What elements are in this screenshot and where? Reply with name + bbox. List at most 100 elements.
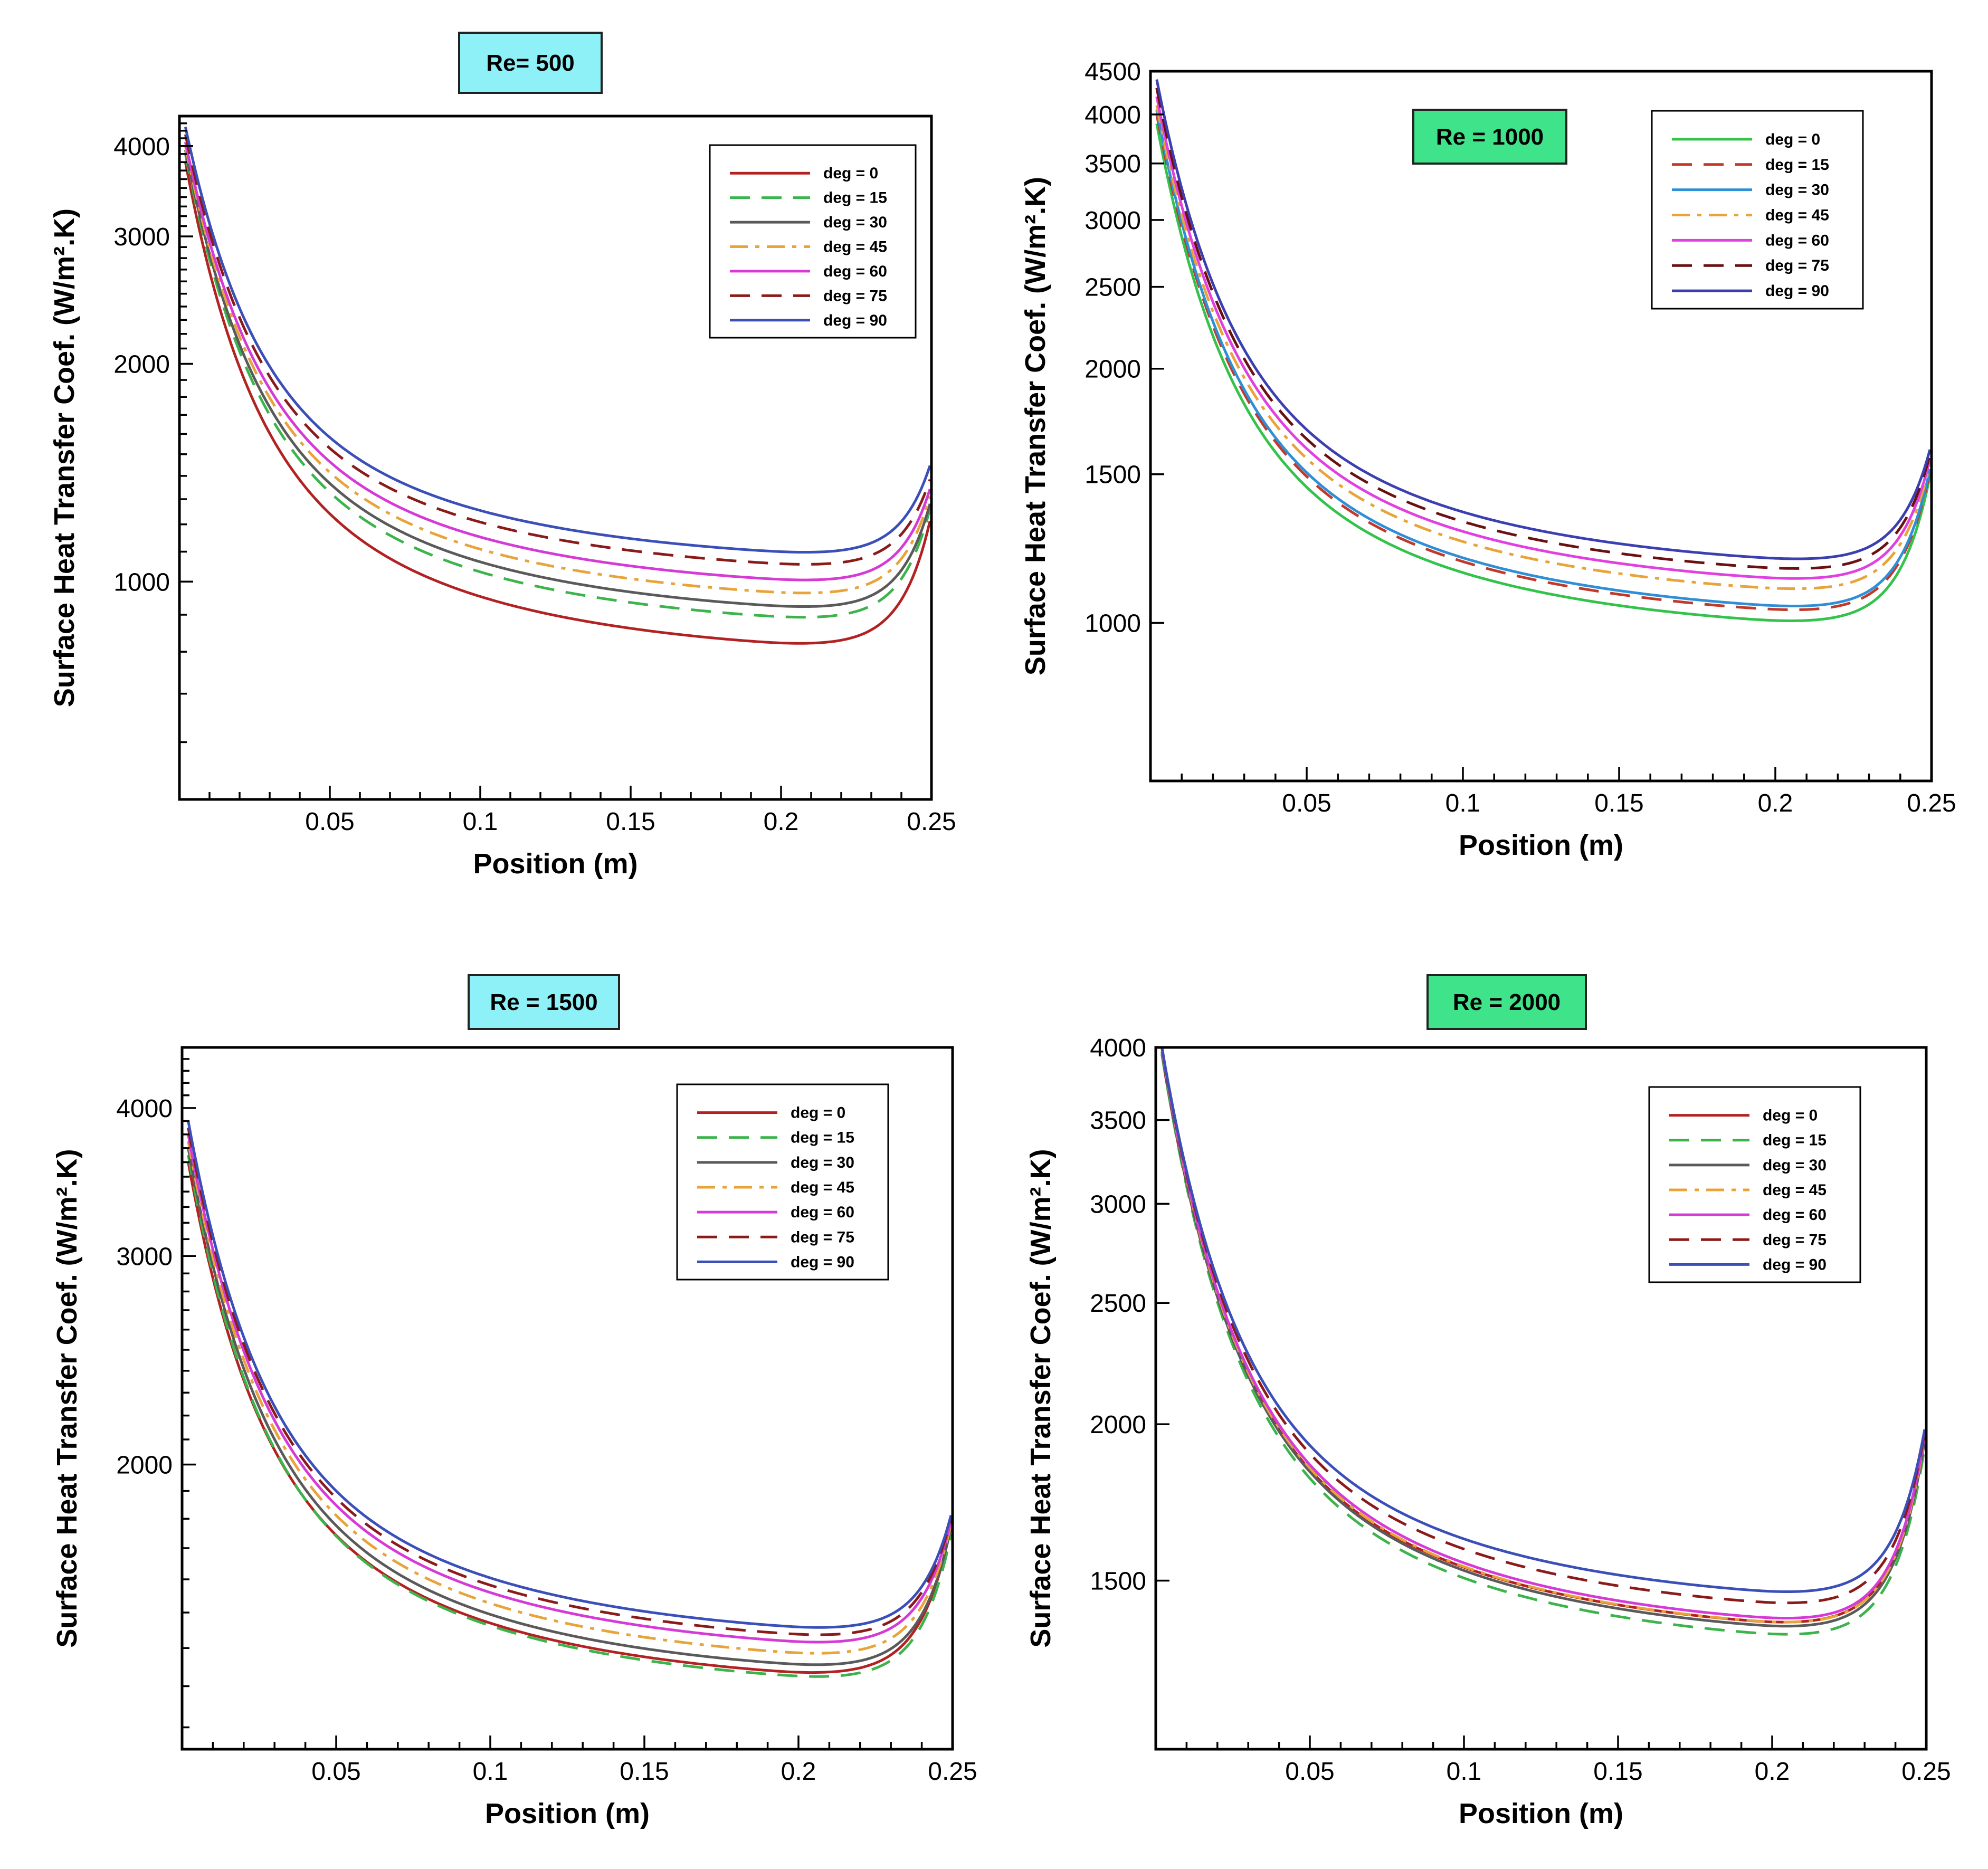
- legend-label: deg = 0: [791, 1104, 845, 1122]
- y-tick-label: 1500: [1085, 461, 1141, 489]
- legend-box: [1648, 1086, 1861, 1283]
- series-line-deg-90: [184, 127, 931, 554]
- re-label-box: [458, 32, 603, 94]
- legend-label: deg = 90: [823, 312, 887, 329]
- y-tick-label: 3000: [1085, 207, 1141, 235]
- series-line-deg-60: [1161, 1047, 1926, 1620]
- re-label: Re = 1000: [1436, 124, 1544, 150]
- series-line-deg-30: [187, 1148, 953, 1666]
- legend-label: deg = 30: [1765, 182, 1829, 199]
- legend-label: deg = 75: [823, 287, 887, 304]
- series-line-deg-60: [187, 1134, 953, 1644]
- legend-label: deg = 45: [791, 1179, 854, 1196]
- series-line-deg-0: [184, 161, 931, 645]
- series-line-deg-45: [1161, 1048, 1926, 1624]
- y-tick-label: 3000: [1090, 1190, 1146, 1218]
- legend: deg = 0 deg = 15 deg = 30 deg = 45 deg = 60 d…: [1651, 110, 1864, 310]
- x-tick-label: 0.15: [606, 808, 655, 836]
- legend: deg = 0 deg = 15 deg = 30 deg = 45 deg = 60 d…: [709, 144, 917, 339]
- chart-panel-1: Re= 500 0.05 0.1 0.15 0.2 0.25 1000 2000 3000 400…: [49, 32, 956, 880]
- x-tick-label: 0.15: [1593, 1758, 1642, 1786]
- y-tick-label: 4000: [1085, 101, 1141, 129]
- series-line-deg-90: [1161, 1047, 1926, 1593]
- re-label: Re = 2000: [1453, 989, 1561, 1015]
- re-label-box: [1426, 974, 1587, 1030]
- series-line-deg-45: [1155, 105, 1932, 590]
- x-tick-label: 0.25: [928, 1758, 977, 1786]
- x-tick-label: 0.1: [473, 1758, 508, 1786]
- y-tick-label: 3500: [1090, 1107, 1146, 1135]
- series-line-deg-60: [1155, 96, 1932, 580]
- legend-label: deg = 45: [1765, 207, 1829, 224]
- series-line-deg-90: [187, 1121, 953, 1629]
- plot-frame: [178, 115, 933, 801]
- y-tick-label: 2000: [1085, 356, 1141, 384]
- chart-panel-3: Re = 1500 0.05 0.1 0.15 0.2 0.25 2000 3000 4000 P…: [51, 974, 977, 1829]
- legend-box: [1651, 110, 1864, 310]
- x-tick-label: 0.2: [781, 1758, 816, 1786]
- legend-label: deg = 75: [1765, 257, 1829, 274]
- legend-label: deg = 0: [1763, 1107, 1818, 1124]
- legend-label: deg = 45: [823, 239, 887, 256]
- legend-label: deg = 30: [1763, 1157, 1827, 1174]
- x-tick-label: 0.25: [1907, 789, 1956, 817]
- re-label-box: [1412, 109, 1567, 165]
- legend-label: deg = 0: [1765, 131, 1820, 148]
- series-line-deg-45: [184, 146, 931, 595]
- legend-label: deg = 75: [1763, 1231, 1827, 1248]
- y-tick-label: 2500: [1090, 1290, 1146, 1318]
- x-tick-label: 0.1: [1445, 789, 1481, 817]
- legend-label: deg = 90: [1763, 1256, 1827, 1273]
- y-tick-label: 4000: [113, 133, 170, 161]
- y-tick-label: 1000: [1085, 610, 1141, 638]
- x-axis-title: Position (m): [473, 848, 638, 880]
- re-label: Re = 1500: [490, 989, 597, 1015]
- re-label: Re= 500: [486, 50, 575, 76]
- y-axis-title: Surface Heat Transfer Coef. (W/m².K): [1025, 1149, 1057, 1647]
- plot-frame: [1149, 70, 1933, 783]
- legend-label: deg = 75: [791, 1228, 854, 1246]
- y-tick-label: 2000: [113, 351, 170, 379]
- y-axis-title: Surface Heat Transfer Coef. (W/m².K): [1020, 177, 1051, 675]
- legend-label: deg = 45: [1763, 1181, 1827, 1199]
- series-line-deg-75: [1155, 88, 1932, 570]
- series-line-deg-15: [187, 1155, 953, 1678]
- legend-box: [709, 144, 917, 339]
- x-tick-label: 0.25: [1901, 1758, 1951, 1786]
- y-tick-label: 2000: [1090, 1411, 1146, 1439]
- x-axis-title: Position (m): [1459, 1798, 1623, 1829]
- chart-panel-2: Re = 1000 0.05 0.1 0.15 0.2 0.25 1000 1500 2000 2…: [1020, 58, 1956, 861]
- legend-label: deg = 60: [1765, 232, 1829, 249]
- x-tick-label: 0.05: [1282, 789, 1331, 817]
- x-axis-title: Position (m): [1459, 829, 1623, 861]
- series-line-deg-90: [1155, 79, 1932, 560]
- y-tick-label: 3000: [113, 223, 170, 251]
- x-tick-label: 0.05: [305, 808, 354, 836]
- series-line-deg-30: [1161, 1051, 1926, 1628]
- series-line-deg-75: [184, 134, 931, 566]
- y-tick-label: 4500: [1085, 58, 1141, 86]
- series-line-deg-45: [187, 1141, 953, 1655]
- y-tick-label: 1500: [1090, 1567, 1146, 1595]
- plot-frame: [180, 1046, 954, 1751]
- legend-label: deg = 60: [1763, 1206, 1827, 1224]
- x-tick-label: 0.25: [907, 808, 956, 836]
- legend-label: deg = 15: [1765, 156, 1829, 174]
- legend-box: [676, 1083, 889, 1281]
- x-tick-label: 0.1: [1447, 1758, 1482, 1786]
- x-tick-label: 0.2: [764, 808, 799, 836]
- plot-frame: [1154, 1046, 1928, 1751]
- y-tick-label: 4000: [116, 1095, 173, 1123]
- y-tick-label: 3000: [116, 1243, 173, 1271]
- y-axis-title: Surface Heat Transfer Coef. (W/m².K): [51, 1149, 83, 1647]
- x-tick-label: 0.15: [620, 1758, 669, 1786]
- series-line-deg-0: [1155, 123, 1932, 622]
- legend-label: deg = 15: [791, 1129, 854, 1147]
- legend: deg = 0 deg = 15 deg = 30 deg = 45 deg = 60 d…: [676, 1083, 889, 1281]
- series-line-deg-15: [1161, 1054, 1926, 1636]
- y-tick-label: 2500: [1085, 274, 1141, 302]
- x-tick-label: 0.2: [1755, 1758, 1790, 1786]
- x-tick-label: 0.2: [1758, 789, 1793, 817]
